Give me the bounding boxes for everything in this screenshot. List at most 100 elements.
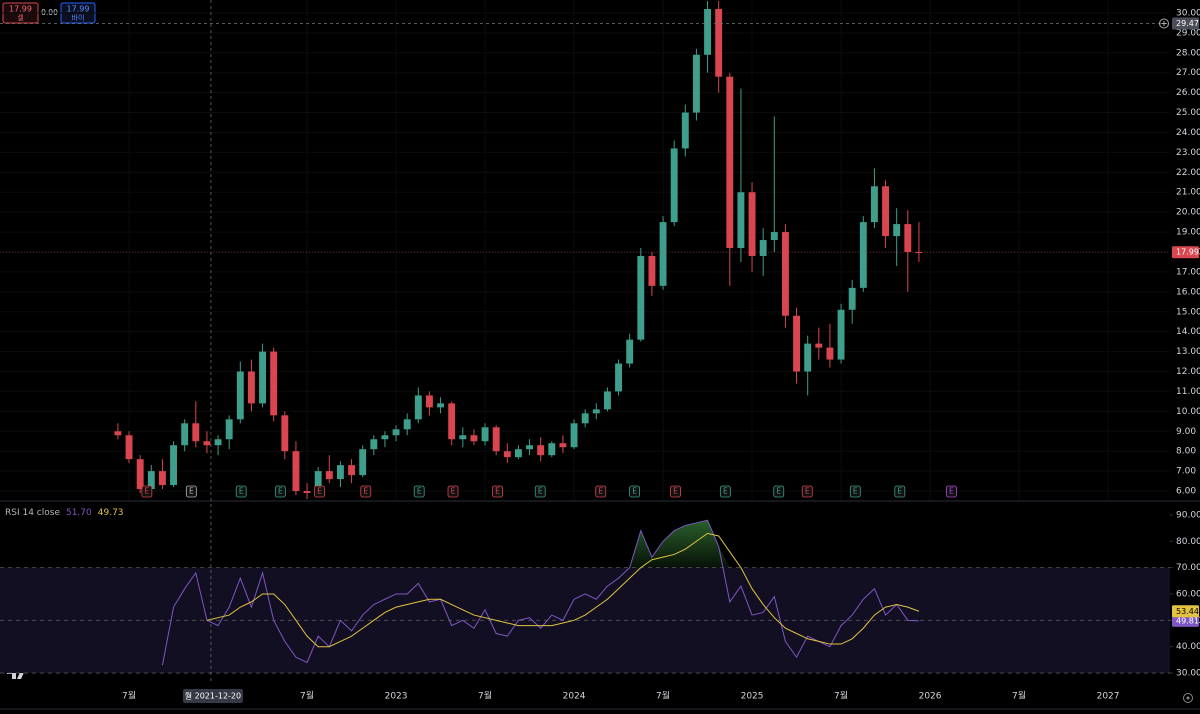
sell-price: 17.99 <box>9 5 32 14</box>
y-tick-label: 14.00 <box>1176 327 1200 337</box>
crosshair-add-icon[interactable] <box>1159 18 1169 29</box>
y-tick-label: 27.00 <box>1176 68 1200 78</box>
candle-body <box>704 8 712 55</box>
y-tick-label: 10.00 <box>1176 407 1200 417</box>
candle-body <box>225 419 233 440</box>
candle-body <box>147 471 155 490</box>
candle-body <box>659 222 667 286</box>
x-tick-label: 7월 <box>656 690 670 702</box>
candle-body <box>770 232 778 241</box>
candle-body <box>359 449 367 476</box>
candle-body <box>915 251 923 253</box>
y-tick-label: 16.00 <box>1176 287 1200 297</box>
earnings-marker <box>946 485 957 498</box>
candle-body <box>570 423 578 448</box>
candle-body <box>259 351 267 404</box>
buy-price: 17.99 <box>67 5 90 14</box>
candle-body <box>481 427 489 442</box>
earnings-marker <box>360 485 372 498</box>
sell-label: 셀 <box>17 14 23 22</box>
y-tick-label: 90.00 <box>1176 510 1200 520</box>
candle-body <box>303 491 311 494</box>
candle-body <box>748 192 756 256</box>
candle-body <box>336 465 344 480</box>
candle-body <box>403 419 411 430</box>
y-tick-label: 29.00 <box>1176 28 1200 38</box>
candle-body <box>726 76 734 249</box>
earnings-label: E <box>239 487 244 496</box>
candle-body <box>670 148 678 223</box>
x-tick-label: 2024 <box>563 692 586 702</box>
y-tick-label: 28.00 <box>1176 48 1200 58</box>
rsi-ma-legend-value: 49.73 <box>98 508 124 518</box>
y-tick-label: 22.00 <box>1176 168 1200 178</box>
earnings-marker <box>773 485 785 498</box>
earnings-label: E <box>949 487 954 496</box>
y-tick-label: 60.00 <box>1176 589 1200 599</box>
candle-body <box>437 403 445 408</box>
candle-body <box>348 465 356 476</box>
rsi-ma-line <box>206 532 920 648</box>
earnings-label: E <box>144 487 149 496</box>
crosshair-price-box <box>1172 17 1199 30</box>
earnings-label: E <box>598 487 603 496</box>
y-tick-label: 11.00 <box>1176 387 1200 397</box>
candle-body <box>848 287 856 310</box>
y-tick-label: 7.00 <box>1176 467 1196 477</box>
y-tick-label: 21.00 <box>1176 188 1200 198</box>
candle-body <box>759 240 767 256</box>
earnings-marker <box>849 485 861 498</box>
candle-body <box>626 339 634 364</box>
y-tick-label: 13.00 <box>1176 347 1200 357</box>
candle-body <box>837 309 845 360</box>
x-tick-label: 2025 <box>741 692 764 702</box>
rsi-title: RSI 14 close <box>5 508 60 518</box>
candle-body <box>281 415 289 452</box>
last-value-box <box>1172 605 1199 618</box>
add-icon-cross <box>1161 21 1167 27</box>
earnings-marker <box>719 485 731 498</box>
candle-body <box>893 224 901 237</box>
rsi-legend-value: 51.70 <box>66 508 92 518</box>
candle-body <box>615 363 623 392</box>
settings-icon[interactable] <box>1183 693 1193 703</box>
y-tick-label: 20.00 <box>1176 208 1200 218</box>
candle-body <box>425 395 433 408</box>
candle-body <box>648 255 656 286</box>
x-tick-label: 2027 <box>1097 692 1120 702</box>
last-value-label: 53.44 <box>1176 607 1199 616</box>
earnings-label: E <box>495 487 500 496</box>
candle-body <box>793 315 801 372</box>
earnings-marker <box>801 485 813 498</box>
earnings-label: E <box>363 487 368 496</box>
settings-dot[interactable] <box>1186 696 1190 700</box>
candle-body <box>470 435 478 442</box>
candle-body <box>581 413 589 424</box>
crosshair-date-box <box>182 689 243 703</box>
earnings-label: E <box>632 487 637 496</box>
crosshair-date-label: 월 2021-12-20 <box>185 691 241 701</box>
candle-body <box>214 439 222 446</box>
candle-body <box>737 192 745 249</box>
candle-body <box>192 423 200 442</box>
y-tick-label: 25.00 <box>1176 108 1200 118</box>
candle-body <box>526 445 534 450</box>
candle-body <box>882 186 890 237</box>
candle-body <box>459 435 467 440</box>
x-tick-label: 2026 <box>919 692 942 702</box>
earnings-marker <box>534 485 546 498</box>
rsi-line <box>161 519 919 666</box>
candle-body <box>414 395 422 420</box>
last-value-box <box>1172 614 1199 627</box>
settings-ring[interactable] <box>1183 693 1193 703</box>
earnings-label: E <box>189 487 194 496</box>
candle-body <box>236 371 244 420</box>
earnings-marker <box>629 485 640 498</box>
y-tick-label: 19.00 <box>1176 228 1200 238</box>
candle-body <box>826 347 834 360</box>
y-tick-label: 30.00 <box>1176 8 1200 18</box>
candle-body <box>370 439 378 450</box>
earnings-label: E <box>451 487 456 496</box>
candle-body <box>203 441 211 446</box>
